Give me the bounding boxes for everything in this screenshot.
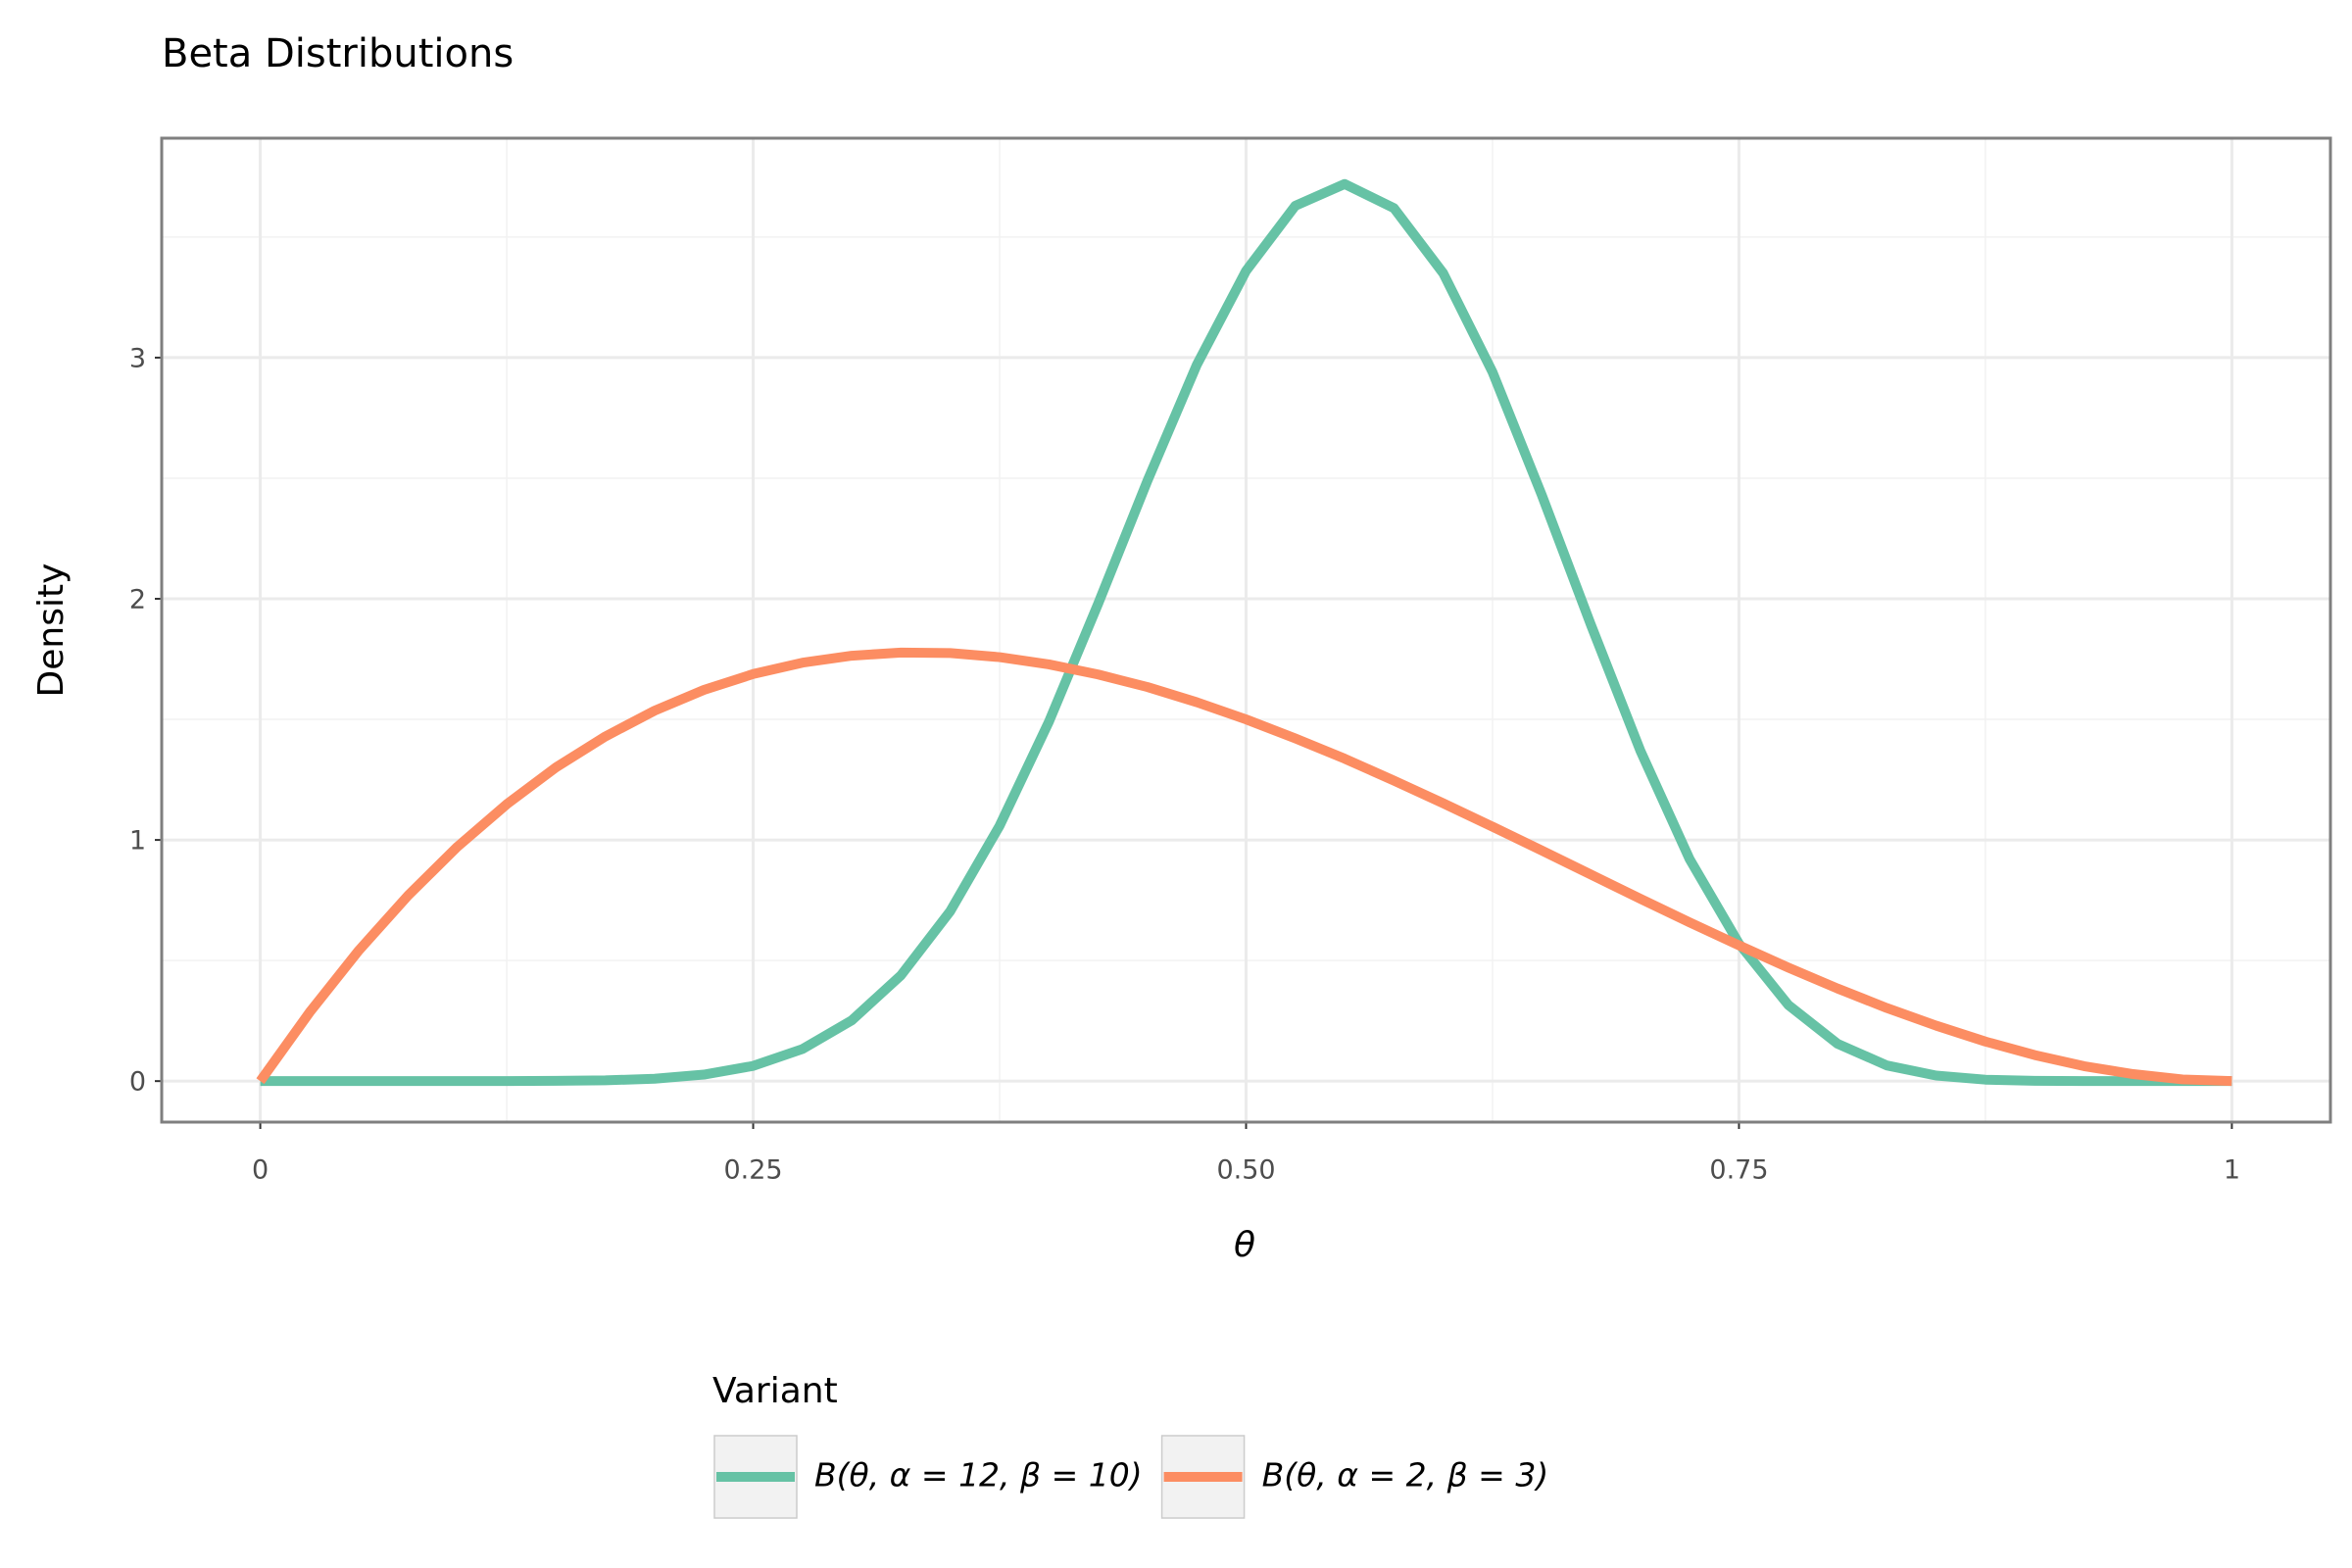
plot-border	[160, 136, 2332, 1124]
series-line	[256, 647, 2232, 1087]
legend-label: B(θ, α = 2, β = 3)	[1262, 1456, 1549, 1494]
chart-title: Beta Distributions	[162, 31, 514, 76]
y-tick-label: 3	[129, 343, 146, 373]
x-axis-title: θ	[1234, 1225, 1255, 1265]
y-axis-title: Density	[31, 564, 72, 698]
series-line	[260, 178, 2232, 1087]
legend-label: B(θ, α = 12, β = 10)	[814, 1456, 1143, 1494]
x-tick-label: 0.75	[1709, 1155, 1768, 1186]
x-tick-label: 0.50	[1216, 1155, 1275, 1186]
y-tick-label: 2	[129, 585, 146, 615]
y-tick-label: 1	[129, 826, 146, 857]
x-tick-label: 0.25	[723, 1155, 782, 1186]
x-tick-label: 1	[2224, 1155, 2240, 1186]
x-tick-label: 0	[252, 1155, 269, 1186]
y-tick-label: 0	[129, 1067, 146, 1098]
legend-title: Variant	[712, 1371, 838, 1411]
